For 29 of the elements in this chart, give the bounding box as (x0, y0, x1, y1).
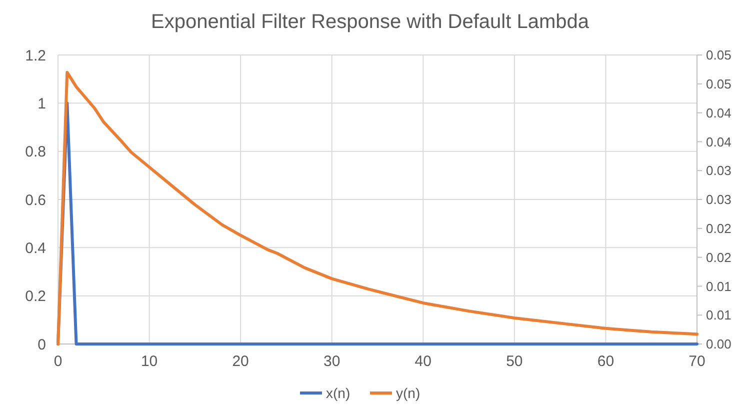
legend-label: y(n) (396, 385, 420, 401)
y-tick-label: 0.4 (25, 240, 46, 257)
y2-tick-label: 0.03 (706, 163, 732, 178)
y-tick-label: 0 (38, 336, 46, 354)
x-tick-label: 50 (506, 353, 523, 370)
y2-tick-label: 0.05 (706, 76, 732, 92)
x-tick-label: 70 (688, 353, 706, 370)
y-tick-label: 0.8 (25, 144, 46, 161)
y2-tick-label: 0.05 (706, 48, 732, 63)
y2-tick-label: 0.04 (706, 134, 732, 150)
chart-title: Exponential Filter Response with Default Lambda (150, 11, 590, 33)
y2-tick-label: 0.01 (706, 308, 732, 323)
legend-label: x(n) (326, 385, 350, 401)
x-tick-label: 30 (324, 353, 340, 370)
y-tick-label: 1.2 (25, 47, 46, 64)
x-tick-label: 20 (232, 353, 249, 370)
y-tick-label: 1 (38, 95, 46, 112)
y2-tick-label: 0.01 (706, 278, 732, 294)
y-tick-label: 0.6 (25, 192, 46, 209)
x-tick-label: 60 (597, 353, 614, 370)
y2-tick-label: 0.04 (706, 105, 732, 120)
y-tick-label: 0.2 (25, 288, 46, 306)
x-tick-label: 40 (414, 353, 432, 370)
y2-tick-label: 0.02 (706, 250, 732, 265)
y2-tick-label: 0.02 (706, 220, 732, 236)
x-tick-label: 10 (140, 353, 158, 370)
y2-tick-label: 0.00 (706, 336, 732, 352)
y2-tick-label: 0.03 (706, 192, 732, 208)
x-tick-label: 0 (54, 353, 62, 370)
